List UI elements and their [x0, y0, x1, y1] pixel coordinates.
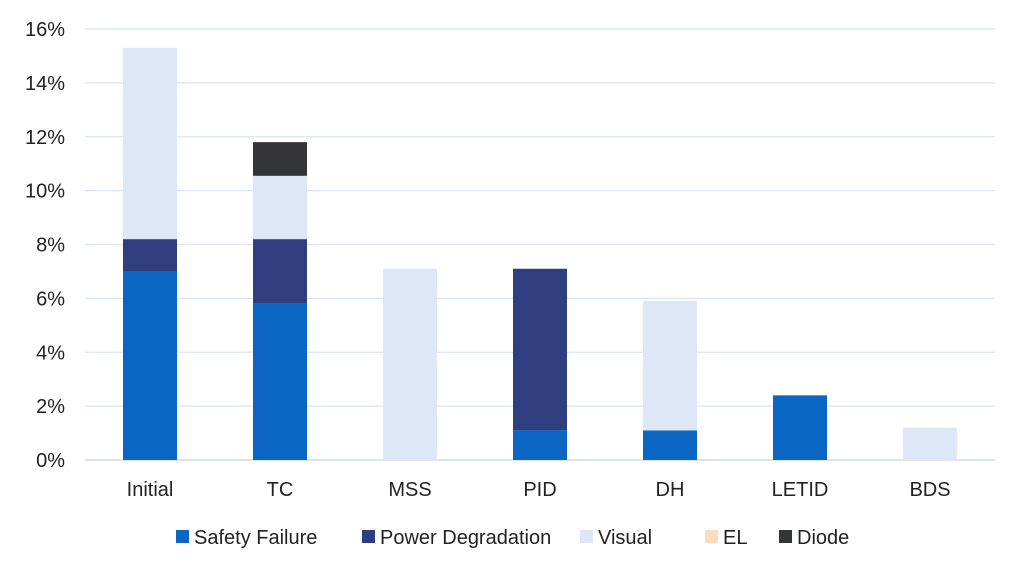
bar-segment-diode	[253, 142, 307, 176]
bar-segment-visual	[383, 268, 437, 460]
x-tick-label: MSS	[388, 479, 431, 501]
y-tick-label: 10%	[25, 181, 65, 203]
y-tick-label: 12%	[25, 127, 65, 149]
legend: Safety Failure Power Degradation Visual EL D…	[176, 527, 849, 549]
bar-segment-power-degradation	[253, 239, 307, 304]
legend-label: Safety Failure	[194, 527, 317, 549]
y-tick-label: 4%	[36, 342, 65, 364]
bar-segment-safety-failure	[253, 303, 307, 460]
bar-segment-visual	[643, 301, 697, 431]
legend-label: Visual	[598, 527, 652, 549]
y-tick-label: 16%	[25, 19, 65, 41]
x-tick-label: DH	[656, 479, 685, 501]
bars	[123, 47, 957, 460]
legend-label: Power Degradation	[380, 527, 551, 549]
bar-segment-visual	[123, 47, 177, 240]
x-tick-label: TC	[267, 479, 294, 501]
bar-segment-safety-failure	[643, 430, 697, 460]
legend-swatch	[779, 530, 792, 543]
legend-swatch	[705, 530, 718, 543]
y-tick-label: 0%	[36, 450, 65, 472]
legend-label: Diode	[797, 527, 849, 549]
legend-swatch	[362, 530, 375, 543]
bar-segment-safety-failure	[123, 271, 177, 460]
bar-segment-safety-failure	[773, 395, 827, 460]
y-tick-label: 8%	[36, 235, 65, 257]
x-tick-label: Initial	[127, 479, 174, 501]
y-tick-label: 14%	[25, 73, 65, 95]
x-tick-label: PID	[523, 479, 556, 501]
legend-swatch	[580, 530, 593, 543]
bar-segment-visual	[253, 175, 307, 240]
y-axis-tick-labels: 0% 2% 4% 6% 8% 10% 12% 14% 16%	[25, 19, 65, 472]
x-tick-label: LETID	[772, 479, 829, 501]
y-tick-label: 2%	[36, 396, 65, 418]
y-tick-label: 6%	[36, 288, 65, 310]
bar-segment-safety-failure	[513, 430, 567, 460]
bar-segment-power-degradation	[513, 268, 567, 431]
legend-swatch	[176, 530, 189, 543]
x-axis-tick-labels: Initial TC MSS PID DH LETID BDS	[127, 479, 951, 501]
x-tick-label: BDS	[909, 479, 950, 501]
bar-segment-power-degradation	[123, 239, 177, 272]
gridlines	[85, 28, 995, 461]
legend-label: EL	[723, 527, 747, 549]
bar-segment-visual	[903, 427, 957, 460]
